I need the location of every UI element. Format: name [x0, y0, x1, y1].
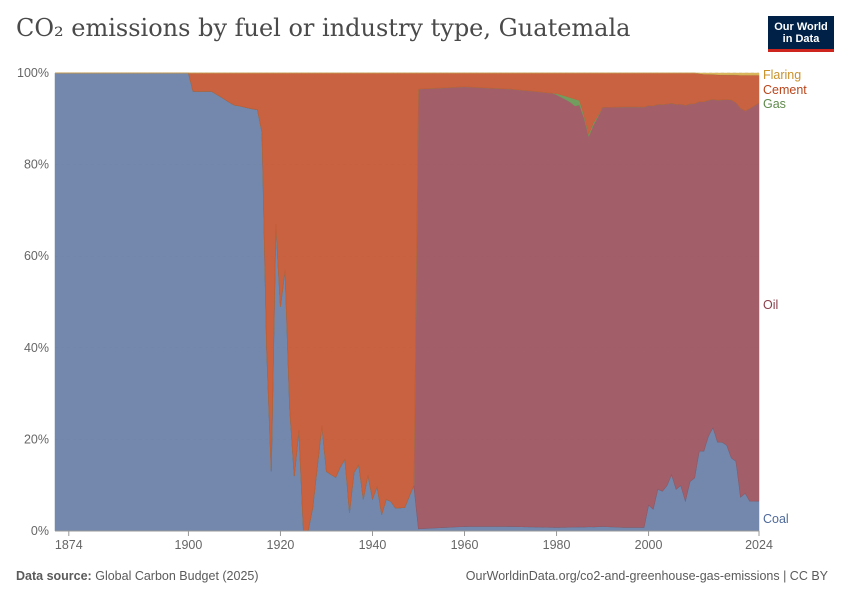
grid-lines: 0% 20% 40% 60% 80% 100% [17, 66, 759, 538]
y-tick-label: 100% [17, 66, 49, 80]
x-tick-label: 1940 [359, 538, 387, 552]
source-url-link[interactable]: OurWorldinData.org/co2-and-greenhouse-ga… [465, 569, 828, 583]
owid-logo[interactable]: Our World in Data [768, 16, 834, 52]
x-tick-label: 2000 [635, 538, 663, 552]
series-label-cement: Cement [763, 83, 807, 97]
series-label-oil: Oil [763, 298, 778, 312]
x-tick-label: 1980 [543, 538, 571, 552]
x-tick-label: 2024 [745, 538, 773, 552]
data-source-value: Global Carbon Budget (2025) [95, 569, 259, 583]
x-tick-label: 1920 [267, 538, 295, 552]
logo-line-1: Our World [774, 21, 828, 33]
x-tick-label: 1900 [175, 538, 203, 552]
area-flaring[interactable] [55, 72, 760, 76]
area-series [54, 72, 760, 532]
chart-title: CO₂ emissions by fuel or industry type, … [16, 14, 631, 42]
data-source-label: Data source: [16, 569, 92, 583]
series-label-gas: Gas [763, 97, 786, 111]
series-label-coal: Coal [763, 512, 789, 526]
y-tick-label: 20% [24, 432, 49, 446]
logo-line-2: in Data [782, 33, 820, 45]
x-tick-label: 1874 [55, 538, 83, 552]
y-tick-label: 0% [31, 524, 49, 538]
y-tick-label: 80% [24, 158, 49, 172]
series-label-flaring: Flaring [763, 68, 801, 82]
axes: 1874 1900 1920 1940 1960 1980 2000 2024 [55, 530, 773, 552]
x-tick-label: 1960 [451, 538, 479, 552]
y-tick-label: 60% [24, 249, 49, 263]
data-source: Data source: Global Carbon Budget (2025) [16, 569, 259, 583]
y-tick-label: 40% [24, 341, 49, 355]
